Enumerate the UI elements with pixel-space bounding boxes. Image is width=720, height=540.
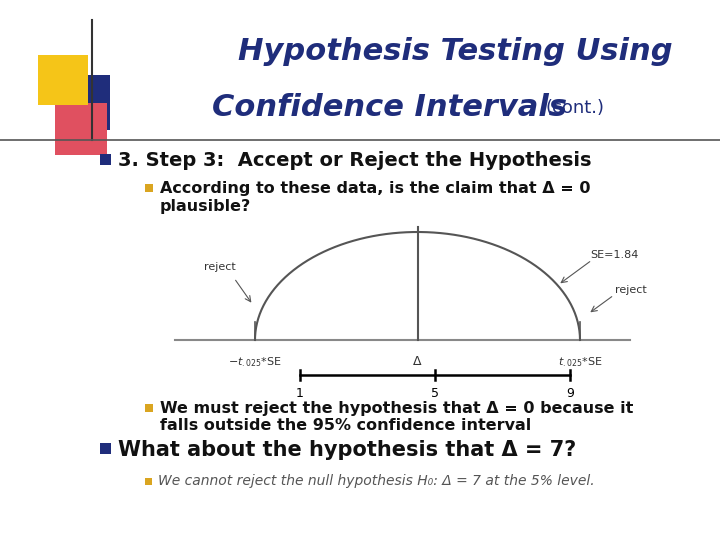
Text: According to these data, is the claim that Δ = 0: According to these data, is the claim th… [160, 180, 590, 195]
Text: We cannot reject the null hypothesis H₀: Δ = 7 at the 5% level.: We cannot reject the null hypothesis H₀:… [158, 474, 595, 488]
FancyBboxPatch shape [55, 103, 107, 155]
Text: reject: reject [615, 285, 647, 295]
Text: SE=1.84: SE=1.84 [590, 250, 639, 260]
Text: We must reject the hypothesis that Δ = 0 because it: We must reject the hypothesis that Δ = 0… [160, 401, 634, 415]
Text: 3. Step 3:  Accept or Reject the Hypothesis: 3. Step 3: Accept or Reject the Hypothes… [118, 151, 592, 170]
Text: $\Delta$: $\Delta$ [413, 355, 423, 368]
FancyBboxPatch shape [145, 478, 152, 485]
FancyBboxPatch shape [55, 75, 110, 130]
Text: falls outside the 95% confidence interval: falls outside the 95% confidence interva… [160, 417, 531, 433]
Text: Hypothesis Testing Using: Hypothesis Testing Using [238, 37, 672, 66]
Text: What about the hypothesis that Δ = 7?: What about the hypothesis that Δ = 7? [118, 440, 576, 460]
Text: 5: 5 [431, 387, 439, 400]
FancyBboxPatch shape [145, 184, 153, 192]
Text: (cont.): (cont.) [546, 99, 605, 117]
Text: Confidence Intervals: Confidence Intervals [212, 93, 567, 123]
Text: reject: reject [204, 262, 236, 272]
FancyBboxPatch shape [100, 443, 111, 454]
Text: $t_{.025}$*SE: $t_{.025}$*SE [558, 355, 602, 369]
Text: plausible?: plausible? [160, 199, 251, 213]
Text: 9: 9 [566, 387, 574, 400]
Text: 1: 1 [296, 387, 304, 400]
FancyBboxPatch shape [38, 55, 88, 105]
FancyBboxPatch shape [145, 404, 153, 412]
FancyBboxPatch shape [100, 154, 111, 165]
Text: $-t_{.025}$*SE: $-t_{.025}$*SE [228, 355, 282, 369]
